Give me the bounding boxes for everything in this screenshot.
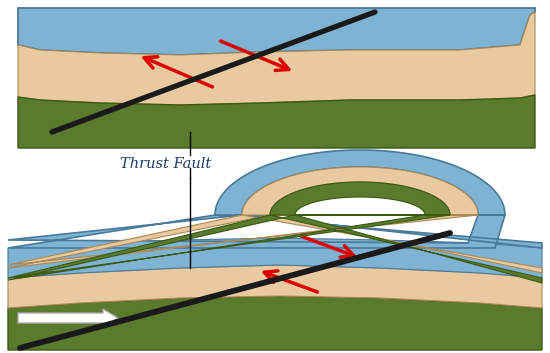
Polygon shape <box>8 150 542 248</box>
Polygon shape <box>8 182 542 283</box>
Polygon shape <box>8 296 542 350</box>
Polygon shape <box>18 12 535 105</box>
Polygon shape <box>18 95 535 148</box>
Text: Thrust Fault: Thrust Fault <box>120 157 211 171</box>
Polygon shape <box>8 265 542 308</box>
Polygon shape <box>18 8 535 55</box>
Polygon shape <box>8 238 542 278</box>
FancyArrow shape <box>18 309 118 327</box>
Polygon shape <box>8 167 542 273</box>
